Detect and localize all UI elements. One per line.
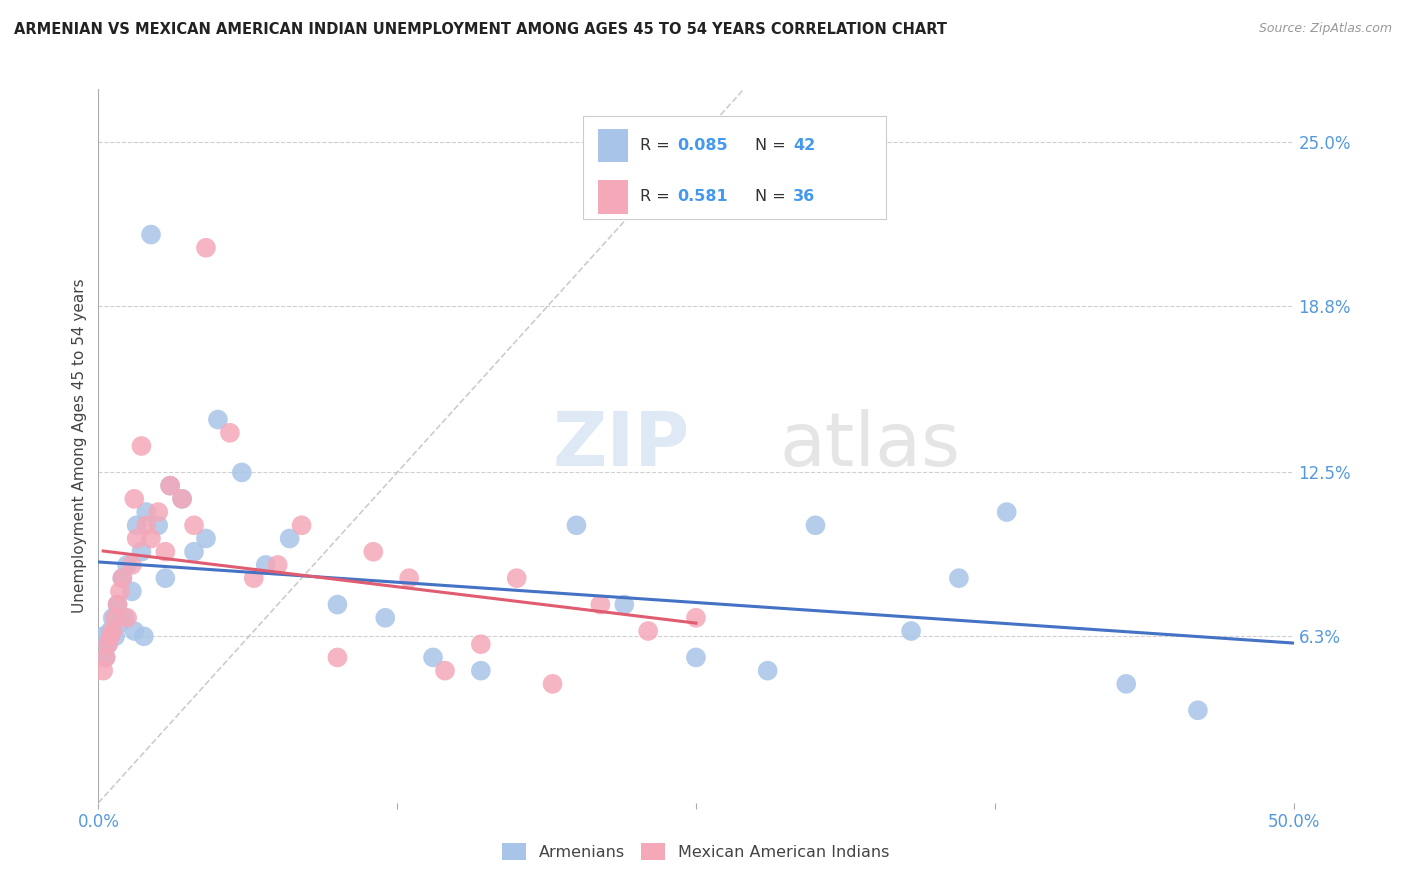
Point [948,571,970,585]
Point [756,664,779,678]
Point [121,584,143,599]
Point [97,637,120,651]
Point [124,491,146,506]
Point [995,505,1018,519]
Point [132,629,155,643]
Point [900,624,922,638]
Point [91,629,114,643]
Point [101,611,124,625]
Point [135,505,157,519]
Point [148,518,170,533]
Point [207,412,229,426]
Text: N =: N = [755,138,792,153]
Point [422,650,444,665]
Point [589,598,612,612]
Point [326,650,349,665]
Point [115,611,138,625]
Point [131,545,153,559]
Point [1115,677,1137,691]
Text: 0.581: 0.581 [678,189,728,204]
Point [107,598,129,612]
Point [267,558,290,572]
Point [159,478,181,492]
Point [243,571,266,585]
Point [104,611,127,625]
Point [470,664,492,678]
Text: N =: N = [755,189,792,204]
Point [434,664,457,678]
Point [685,650,707,665]
Point [685,611,707,625]
Point [172,491,194,506]
Point [219,425,242,440]
Point [98,629,122,643]
Point [121,558,143,572]
Point [637,624,659,638]
Point [195,532,218,546]
Point [470,637,492,651]
Point [125,532,148,546]
Point [108,616,131,631]
Point [565,518,588,533]
Text: atlas: atlas [779,409,960,483]
Point [97,637,120,651]
Point [114,611,136,625]
Point [111,571,134,585]
Point [108,584,131,599]
Point [183,518,205,533]
Point [94,650,117,665]
Point [91,664,114,678]
Point [139,532,162,546]
Text: ZIP: ZIP [553,409,690,483]
Point [115,558,138,572]
Point [155,545,177,559]
Point [374,611,396,625]
Point [131,439,153,453]
Point [135,518,157,533]
Point [98,624,122,638]
Point [613,598,636,612]
Point [363,545,385,559]
Point [104,629,127,643]
Point [172,491,194,506]
Point [254,558,277,572]
Point [94,650,117,665]
Point [107,598,129,612]
Point [101,624,124,638]
Point [155,571,177,585]
Text: R =: R = [640,189,675,204]
Text: R =: R = [640,138,675,153]
Text: 42: 42 [793,138,815,153]
Point [278,532,301,546]
Text: ARMENIAN VS MEXICAN AMERICAN INDIAN UNEMPLOYMENT AMONG AGES 45 TO 54 YEARS CORRE: ARMENIAN VS MEXICAN AMERICAN INDIAN UNEM… [14,22,948,37]
Point [159,478,181,492]
Point [124,624,146,638]
Point [398,571,420,585]
Point [541,677,564,691]
Point [183,545,205,559]
Y-axis label: Unemployment Among Ages 45 to 54 years: Unemployment Among Ages 45 to 54 years [72,278,87,614]
Point [125,518,148,533]
Point [139,227,162,242]
Point [506,571,529,585]
Point [231,466,253,480]
Point [804,518,827,533]
Point [1187,703,1209,717]
Point [148,505,170,519]
Point [111,571,134,585]
Point [195,241,218,255]
Point [291,518,314,533]
Legend: Armenians, Mexican American Indians: Armenians, Mexican American Indians [496,837,896,866]
Text: 0.085: 0.085 [678,138,728,153]
Text: Source: ZipAtlas.com: Source: ZipAtlas.com [1258,22,1392,36]
Text: 36: 36 [793,189,815,204]
Point [326,598,349,612]
